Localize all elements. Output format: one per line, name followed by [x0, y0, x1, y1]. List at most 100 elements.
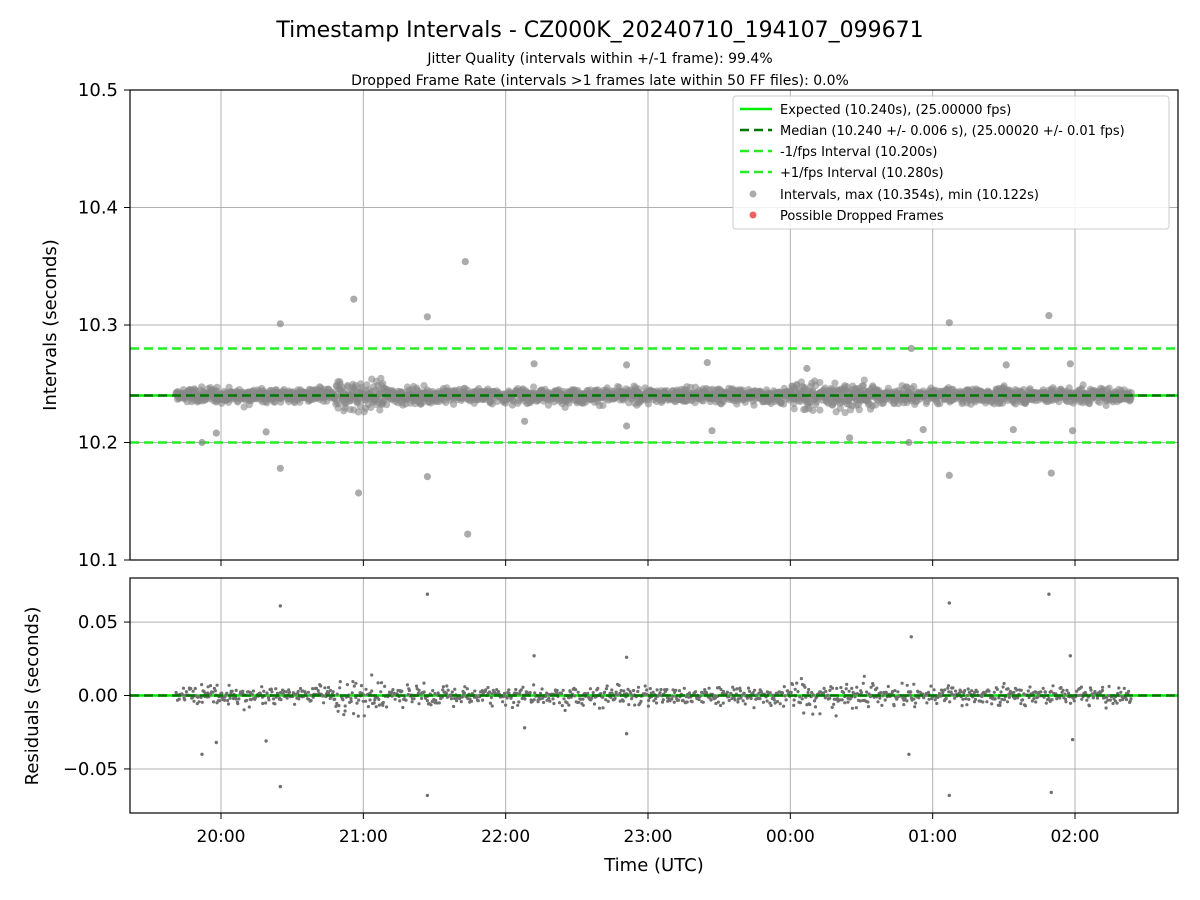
residual-point [316, 689, 320, 693]
residual-point [1016, 696, 1020, 700]
residual-point [261, 701, 265, 706]
residual-outlier-point [1047, 592, 1051, 596]
residual-point [850, 686, 854, 691]
residual-point [337, 704, 341, 708]
residual-point [875, 686, 879, 690]
interval-point [910, 382, 918, 391]
residual-point [758, 697, 762, 701]
residual-point [643, 684, 647, 688]
residual-point [998, 703, 1002, 708]
residual-point [618, 691, 622, 695]
residual-point [709, 698, 713, 702]
residual-point [321, 694, 325, 698]
residual-point [507, 691, 511, 695]
residual-point [212, 700, 216, 704]
residual-point [1064, 700, 1068, 704]
residual-point [459, 700, 463, 704]
residual-point [422, 681, 426, 685]
residual-point [191, 689, 195, 693]
residual-point [660, 700, 665, 704]
residual-point [1089, 688, 1093, 692]
residual-point [798, 695, 802, 699]
residual-point [393, 697, 397, 701]
residual-point [807, 687, 811, 692]
residual-point [731, 685, 735, 689]
interval-outlier-point [905, 438, 913, 447]
residual-point [359, 684, 364, 688]
legend: Expected (10.240s), (25.00000 fps) Media… [732, 95, 1170, 230]
residual-outlier-point [907, 752, 911, 756]
interval-point [860, 376, 868, 384]
residual-point [538, 691, 543, 695]
residual-outlier-point [1068, 654, 1073, 658]
residual-point [271, 697, 276, 701]
interval-point [1096, 398, 1104, 406]
residual-point [783, 694, 787, 698]
residual-point [811, 712, 815, 716]
residual-point [926, 690, 931, 694]
residual-point [1001, 685, 1005, 689]
residual-point [1039, 690, 1043, 694]
residual-point [947, 690, 951, 694]
residual-point [792, 698, 796, 702]
residual-point [1013, 696, 1017, 701]
residual-point [912, 682, 916, 686]
residual-point [520, 696, 524, 701]
residual-point [366, 705, 370, 709]
residual-point [1119, 690, 1123, 694]
residual-point [557, 701, 562, 705]
residual-point [183, 698, 187, 702]
interval-outlier-point [945, 471, 953, 479]
residual-point [455, 699, 459, 703]
residual-point [893, 689, 897, 693]
residual-point [1026, 689, 1030, 693]
residual-point [445, 684, 449, 688]
residual-point [651, 690, 655, 694]
residual-point [772, 698, 776, 702]
residual-point [228, 696, 232, 700]
residual-point [436, 691, 440, 695]
residual-point [476, 699, 480, 703]
chart-subtitle-jitter: Jitter Quality (intervals within +/-1 fr… [426, 51, 772, 67]
residual-point [180, 693, 185, 697]
residual-point [965, 703, 969, 707]
residual-point [1122, 686, 1126, 691]
residual-point [925, 701, 929, 705]
residual-point [1006, 687, 1010, 691]
residual-point [733, 698, 737, 702]
interval-outlier-point [1066, 360, 1074, 368]
residual-point [645, 688, 649, 692]
residual-point [345, 683, 349, 687]
residual-point [753, 688, 757, 692]
residual-point [1032, 697, 1036, 701]
interval-point [383, 401, 391, 409]
residual-outlier-point [1070, 737, 1075, 742]
residual-point [1063, 697, 1068, 701]
interval-outlier-point [521, 417, 529, 425]
intervals-y-tick-label: 10.2 [78, 433, 118, 454]
residual-point [830, 705, 834, 710]
residual-point [627, 703, 631, 707]
residuals-y-tick-label: 0.00 [78, 686, 118, 707]
residual-point [1090, 692, 1094, 696]
residual-point [876, 700, 880, 704]
residual-point [999, 690, 1003, 694]
residual-point [356, 714, 360, 718]
residual-point [338, 680, 342, 684]
intervals-scatter [172, 258, 1135, 538]
residual-point [603, 690, 607, 694]
residual-point [987, 689, 991, 693]
residual-point [521, 685, 525, 689]
residual-point [861, 681, 865, 685]
residual-point [960, 704, 964, 708]
residual-point [1111, 701, 1115, 706]
residual-point [211, 690, 215, 694]
residual-point [937, 692, 942, 696]
residual-point [676, 698, 681, 702]
residual-point [880, 703, 884, 708]
residual-point [975, 690, 979, 694]
residual-point [631, 688, 636, 693]
residual-point [867, 692, 871, 696]
residual-point [563, 708, 567, 713]
residual-point [548, 699, 552, 703]
